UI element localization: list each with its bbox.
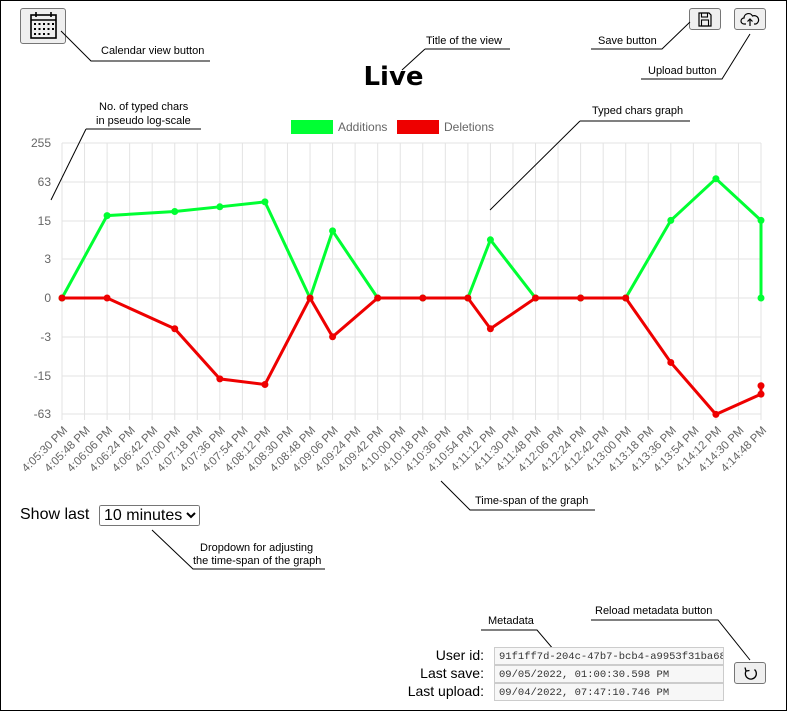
data-point-additions <box>757 216 765 224</box>
annotation-calendar: Calendar view button <box>101 45 205 57</box>
data-point-deletions <box>306 294 314 302</box>
y-tick-label: 255 <box>31 136 51 150</box>
user-id-label: User id: <box>435 647 484 663</box>
last-save-label: Last save: <box>420 665 484 681</box>
annotation-yaxis-line2: in pseudo log-scale <box>96 115 191 127</box>
data-point-deletions <box>757 390 765 398</box>
floppy-disk-icon <box>698 12 712 27</box>
data-point-deletions <box>667 358 675 366</box>
data-point-deletions <box>622 294 630 302</box>
legend-swatch-additions <box>291 120 333 134</box>
legend-swatch-deletions <box>397 120 439 134</box>
data-point-additions <box>757 294 765 302</box>
annotation-dropdown-line1: Dropdown for adjusting <box>200 542 314 554</box>
data-point-additions <box>486 236 494 244</box>
save-button[interactable] <box>689 8 721 30</box>
legend-label-additions: Additions <box>338 120 387 134</box>
refresh-icon <box>744 667 757 680</box>
data-point-deletions <box>757 382 765 390</box>
annotation-timespan-graph: Time-span of the graph <box>475 495 589 507</box>
data-point-deletions <box>577 294 585 302</box>
page-title: Live <box>363 62 424 92</box>
chart-legend: Additions Deletions <box>291 120 494 134</box>
data-point-deletions <box>374 294 382 302</box>
y-axis-ticks: 255 63 15 3 0 -3 -15 -63 <box>31 136 51 421</box>
upload-button[interactable] <box>734 8 766 30</box>
annotation-graph: Typed chars graph <box>592 105 684 117</box>
cloud-upload-icon <box>740 12 760 26</box>
y-tick-label: 63 <box>38 175 52 189</box>
reload-metadata-button[interactable] <box>734 662 766 684</box>
data-point-deletions <box>712 410 720 418</box>
data-point-deletions <box>419 294 427 302</box>
y-tick-label: 0 <box>44 291 51 305</box>
x-axis-ticks: 4:05:30 PM4:05:48 PM4:06:06 PM4:06:24 PM… <box>20 425 769 475</box>
series-line-deletions <box>62 294 763 417</box>
data-point-deletions <box>103 294 111 302</box>
y-tick-label: -63 <box>34 407 52 421</box>
data-point-deletions <box>486 325 494 333</box>
data-point-additions <box>103 212 111 220</box>
data-point-additions <box>667 216 675 224</box>
data-point-deletions <box>261 381 269 389</box>
data-point-deletions <box>58 294 66 302</box>
annotation-save: Save button <box>598 35 657 47</box>
annotation-upload: Upload button <box>648 65 717 77</box>
data-point-deletions <box>171 325 179 333</box>
calendar-icon <box>30 12 57 39</box>
data-point-additions <box>261 198 269 206</box>
timespan-dropdown[interactable]: 10 minutes <box>99 505 200 526</box>
data-point-deletions <box>216 375 224 383</box>
annotation-metadata: Metadata <box>488 615 534 627</box>
y-tick-label: 15 <box>38 214 52 228</box>
last-upload-label: Last upload: <box>407 683 484 699</box>
data-point-additions <box>712 175 720 183</box>
data-point-additions <box>171 207 179 215</box>
annotation-title: Title of the view <box>426 35 503 47</box>
annotation-dropdown-line2: the time-span of the graph <box>193 555 322 567</box>
show-last-label: Show last <box>20 506 90 523</box>
data-point-deletions <box>329 333 337 341</box>
calendar-view-button[interactable] <box>20 8 66 44</box>
chart-series <box>58 175 765 418</box>
y-tick-label: 3 <box>44 252 51 266</box>
y-tick-label: -15 <box>34 369 52 383</box>
user-id-field[interactable]: 91f1ff7d-204c-47b7-bcb4-a9953f31ba68 <box>494 647 724 665</box>
last-upload-field[interactable]: 09/04/2022, 07:47:10.746 PM <box>494 683 724 701</box>
last-save-field[interactable]: 09/05/2022, 01:00:30.598 PM <box>494 665 724 683</box>
annotation-yaxis-line1: No. of typed chars <box>99 101 189 113</box>
data-point-deletions <box>464 294 472 302</box>
chart-grid <box>61 142 762 420</box>
annotation-reload: Reload metadata button <box>595 605 713 617</box>
legend-label-deletions: Deletions <box>444 120 494 134</box>
data-point-additions <box>216 203 224 211</box>
series-line-additions <box>60 176 763 303</box>
data-point-additions <box>329 227 337 235</box>
data-point-deletions <box>532 294 540 302</box>
y-tick-label: -3 <box>40 330 51 344</box>
